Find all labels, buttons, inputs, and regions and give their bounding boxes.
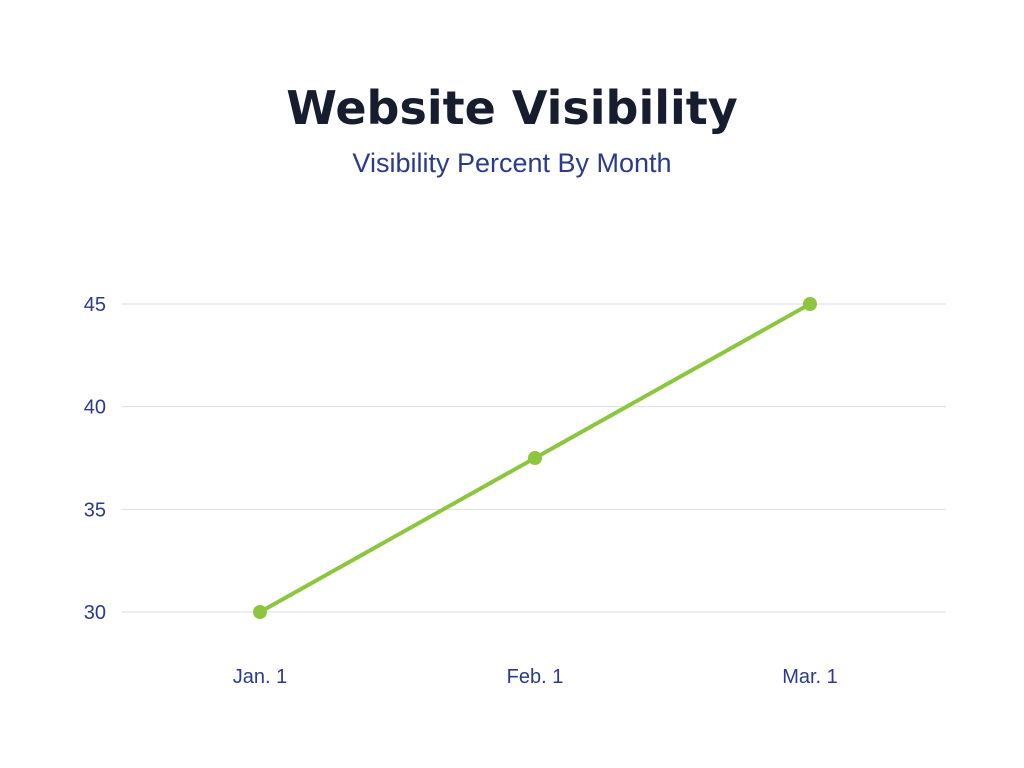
x-tick-label: Jan. 1 [233, 666, 287, 688]
data-point [528, 451, 542, 465]
data-point [803, 297, 817, 311]
y-tick-label: 45 [84, 294, 106, 316]
data-point [253, 605, 267, 619]
y-tick-label: 30 [84, 602, 106, 624]
series-group [253, 297, 817, 619]
x-tick-label: Mar. 1 [782, 666, 838, 688]
y-tick-label: 40 [84, 397, 106, 419]
y-axis-ticks: 30 35 40 45 [84, 294, 106, 624]
chart-subtitle: Visibility Percent By Month [352, 148, 672, 178]
y-tick-label: 35 [84, 499, 106, 521]
chart-title: Website Visibility [286, 81, 738, 135]
x-tick-label: Feb. 1 [507, 666, 564, 688]
x-axis-ticks: Jan. 1 Feb. 1 Mar. 1 [233, 666, 838, 688]
